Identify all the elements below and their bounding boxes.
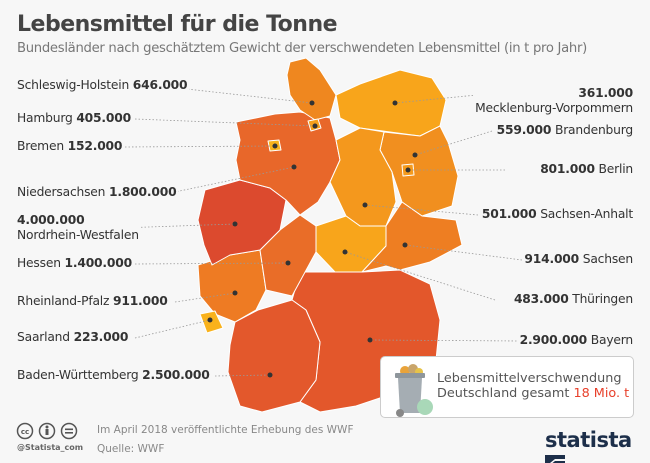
statista-handle[interactable]: @Statista_com xyxy=(17,443,84,452)
svg-text:cc: cc xyxy=(21,428,29,436)
label-rheinland-pfalz: Rheinland-Pfalz 911.000 xyxy=(15,294,170,308)
nd-icon xyxy=(60,422,78,440)
label-mecklenburg-vorpommern: 361.000 Mecklenburg-Vorpommern xyxy=(473,86,635,116)
page-subtitle: Bundesländer nach geschätztem Gewicht de… xyxy=(17,41,587,56)
statista-logo[interactable]: statista xyxy=(545,428,650,463)
label-niedersachsen: Niedersachsen 1.800.000 xyxy=(15,185,179,199)
region-mecklenburg-vorpommern xyxy=(335,69,447,137)
label-sachsen-anhalt: 501.000 Sachsen-Anhalt xyxy=(479,207,635,221)
leader-lines xyxy=(119,85,523,377)
label-bayern: 2.900.000 Bayern xyxy=(517,333,635,347)
total-line1: Lebensmittelverschwendung xyxy=(437,371,622,386)
label-baden-wuerttemberg: Baden-Württemberg 2.500.000 xyxy=(15,368,212,382)
license-icons: cc xyxy=(16,422,78,440)
region-schleswig-holstein xyxy=(286,57,337,121)
label-berlin: 801.000 Berlin xyxy=(538,162,635,176)
region-baden-wuerttemberg xyxy=(227,299,321,413)
label-schleswig-holstein: Schleswig-Holstein 646.000 xyxy=(15,78,190,92)
label-thueringen: 483.000 Thüringen xyxy=(511,292,635,306)
trash-bin-icon xyxy=(395,364,433,417)
region-sachsen xyxy=(361,201,463,273)
total-line2: Deutschland gesamt xyxy=(437,386,570,401)
label-sachsen: 914.000 Sachsen xyxy=(522,252,635,266)
region-sachsen-anhalt xyxy=(329,127,397,227)
label-hessen: Hessen 1.400.000 xyxy=(15,256,134,270)
label-bremen: Bremen 152.000 xyxy=(15,139,125,153)
by-icon xyxy=(38,422,56,440)
footer-source: Quelle: WWF xyxy=(97,443,165,455)
label-saarland: Saarland 223.000 xyxy=(15,330,131,344)
region-dots xyxy=(207,100,418,378)
label-hamburg: Hamburg 405.000 xyxy=(15,111,133,125)
total-box: Lebensmittelverschwendung Deutschland ge… xyxy=(380,356,634,418)
footer-note: Im April 2018 veröffentlichte Erhebung d… xyxy=(97,424,354,436)
cc-icon xyxy=(16,422,34,440)
statista-logo-icon xyxy=(545,455,565,463)
label-brandenburg: 559.000 Brandenburg xyxy=(494,123,635,137)
total-value: 18 Mio. t xyxy=(573,386,630,401)
total-text: Lebensmittelverschwendung Deutschland ge… xyxy=(437,371,629,401)
page-title: Lebensmittel für die Tonne xyxy=(17,12,338,37)
label-nordrhein-westfalen: 4.000.000 Nordrhein-Westfalen xyxy=(15,213,141,243)
